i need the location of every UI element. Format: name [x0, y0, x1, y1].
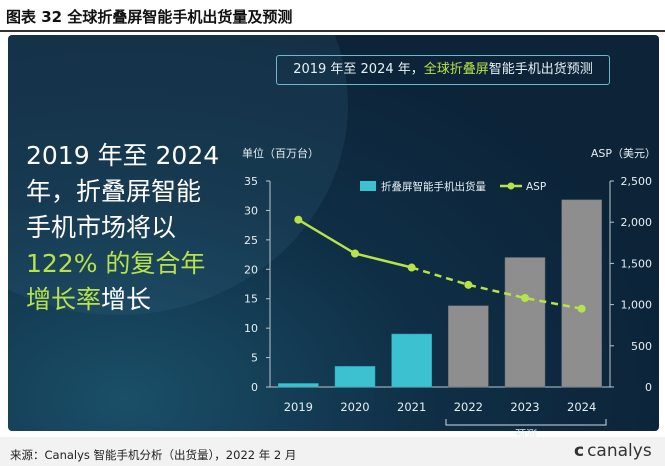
headline-line-5-highlight: 增长率: [26, 285, 102, 314]
left-axis-title: 单位（百万台）: [242, 146, 319, 160]
figure-title: 图表 32 全球折叠屏智能手机出货量及预测: [6, 8, 293, 26]
legend-swatch-shipments: [360, 181, 376, 191]
right-tick-label: 1,000: [621, 299, 653, 312]
x-tick-label: 2019: [284, 400, 313, 414]
headline-line-2: 年，折叠屏智能: [26, 177, 202, 206]
legend-label-asp: ASP: [526, 181, 546, 193]
source-note: 来源：Canalys 智能手机分析（出货量），2022 年 2 月: [10, 448, 297, 462]
left-tick-label: 0: [251, 381, 258, 394]
right-tick-label: 2,000: [621, 216, 653, 229]
header-accent: 全球折叠屏: [423, 62, 489, 77]
left-tick-label: 10: [244, 322, 258, 335]
x-tick-label: 2021: [397, 400, 426, 414]
headline-line-5-rest: 增长: [101, 285, 152, 314]
x-tick-label: 2024: [567, 400, 596, 414]
asp-point-2020: [351, 249, 359, 258]
x-tick-label: 2022: [454, 400, 483, 414]
left-tick-label: 25: [244, 234, 258, 247]
headline-line-4: 122% 的复合年: [26, 249, 206, 278]
bar-2021: [391, 333, 432, 388]
bar-2020: [334, 366, 376, 388]
legend-swatch-asp-point: [507, 182, 515, 190]
right-tick-label: 500: [631, 340, 652, 353]
title-rule: [0, 30, 665, 32]
right-tick-label: 0: [645, 381, 652, 394]
headline-line-3: 手机市场将以: [26, 213, 177, 242]
chart-header-box: 2019 年至 2024 年，全球折叠屏智能手机出货预测: [276, 55, 610, 85]
asp-line-actual: [297, 218, 412, 269]
asp-point-2021: [407, 263, 416, 272]
asp-point-2023: [521, 294, 529, 303]
forecast-bracket: [445, 419, 607, 426]
canalys-logo: c canalys: [574, 441, 652, 461]
canalys-logo-mark: c: [574, 441, 585, 461]
canalys-logo-text: canalys: [587, 441, 652, 461]
left-tick-label: 5: [251, 352, 258, 365]
x-tick-label: 2020: [340, 400, 369, 414]
header-suffix: 智能手机出货预测: [488, 62, 593, 77]
right-tick-label: 1,500: [621, 257, 653, 270]
headline-line-5: 增长率增长: [26, 282, 226, 318]
asp-line-forecast: [411, 266, 582, 310]
infographic-panel: [8, 35, 659, 431]
asp-point-2022: [464, 280, 473, 289]
x-tick-label: 2023: [510, 400, 539, 414]
header-prefix: 2019 年至 2024 年，: [293, 62, 424, 77]
asp-point-2024: [577, 304, 586, 313]
headline-line-1: 2019 年至 2024: [26, 141, 220, 170]
legend-label-shipments: 折叠屏智能手机出货量: [381, 180, 486, 193]
bar-2019: [278, 383, 319, 388]
bar-2024: [561, 199, 602, 388]
left-tick-label: 15: [244, 293, 258, 306]
left-tick-label: 35: [244, 175, 258, 188]
right-axis-title: ASP（美元）: [591, 147, 656, 160]
left-tick-label: 30: [244, 204, 258, 217]
right-tick-label: 2,500: [621, 175, 653, 188]
headline-text: 2019 年至 2024 年，折叠屏智能 手机市场将以 122% 的复合年 增长…: [26, 138, 226, 318]
asp-point-2019: [294, 215, 303, 224]
footer-band: [0, 437, 665, 466]
bar-2023: [504, 257, 546, 388]
left-tick-label: 20: [244, 263, 258, 276]
bar-2022: [448, 305, 489, 388]
